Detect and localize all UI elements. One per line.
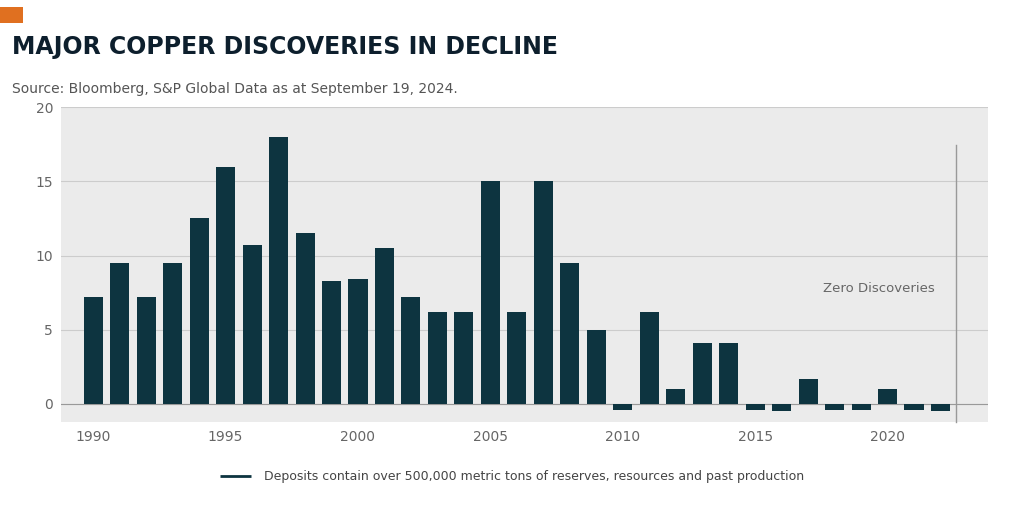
Bar bbox=[692, 343, 712, 404]
Bar bbox=[852, 404, 870, 410]
Bar bbox=[481, 181, 500, 404]
Bar bbox=[375, 248, 394, 404]
Bar bbox=[111, 263, 129, 404]
Bar bbox=[799, 379, 817, 404]
Bar bbox=[534, 181, 553, 404]
Bar bbox=[136, 297, 156, 404]
Bar bbox=[640, 312, 658, 404]
Bar bbox=[825, 404, 844, 410]
Bar bbox=[772, 404, 792, 411]
Bar bbox=[587, 330, 606, 404]
Bar bbox=[216, 167, 236, 404]
Text: Deposits contain over 500,000 metric tons of reserves, resources and past produc: Deposits contain over 500,000 metric ton… bbox=[256, 470, 804, 483]
Bar bbox=[243, 245, 261, 404]
Bar bbox=[931, 404, 950, 411]
Bar bbox=[878, 389, 897, 404]
Bar bbox=[613, 404, 632, 410]
Bar bbox=[719, 343, 738, 404]
Bar bbox=[269, 137, 288, 404]
Bar bbox=[455, 312, 473, 404]
Bar bbox=[84, 297, 102, 404]
Bar bbox=[904, 404, 924, 410]
Bar bbox=[428, 312, 446, 404]
Bar bbox=[507, 312, 526, 404]
Bar bbox=[322, 281, 341, 404]
Text: MAJOR COPPER DISCOVERIES IN DECLINE: MAJOR COPPER DISCOVERIES IN DECLINE bbox=[12, 35, 558, 59]
Bar bbox=[296, 234, 314, 404]
Text: Zero Discoveries: Zero Discoveries bbox=[823, 282, 935, 295]
Bar bbox=[348, 280, 368, 404]
Text: Source: Bloomberg, S&P Global Data as at September 19, 2024.: Source: Bloomberg, S&P Global Data as at… bbox=[12, 82, 458, 97]
Bar bbox=[745, 404, 765, 410]
Bar bbox=[401, 297, 421, 404]
Bar bbox=[189, 219, 209, 404]
Bar bbox=[560, 263, 580, 404]
Bar bbox=[163, 263, 182, 404]
Bar bbox=[667, 389, 685, 404]
